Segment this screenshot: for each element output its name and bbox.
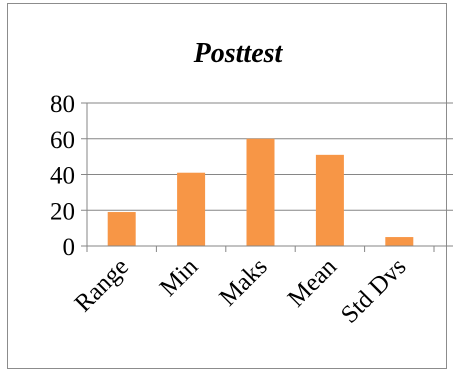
chart-frame (7, 3, 447, 369)
x-tick-label: Min (155, 253, 204, 302)
bar (246, 138, 275, 246)
y-tick-label: 80 (50, 91, 75, 118)
x-tick-label: Mean (283, 253, 343, 313)
bar (177, 172, 206, 246)
bars (107, 138, 414, 246)
x-tick-label: Maks (214, 253, 272, 311)
x-tick-label: Range (70, 253, 134, 317)
y-tick-label: 40 (50, 163, 75, 190)
y-tick-label: 20 (50, 198, 75, 225)
y-axis-ticks: 0 20 40 60 80 (50, 91, 87, 261)
y-tick-label: 0 (63, 234, 76, 261)
bar (385, 237, 414, 246)
bar (107, 212, 136, 246)
bar (315, 154, 344, 246)
x-tick-label: Std Dvs (336, 253, 412, 329)
chart-title: Posttest (193, 38, 284, 69)
y-tick-label: 60 (50, 127, 75, 154)
